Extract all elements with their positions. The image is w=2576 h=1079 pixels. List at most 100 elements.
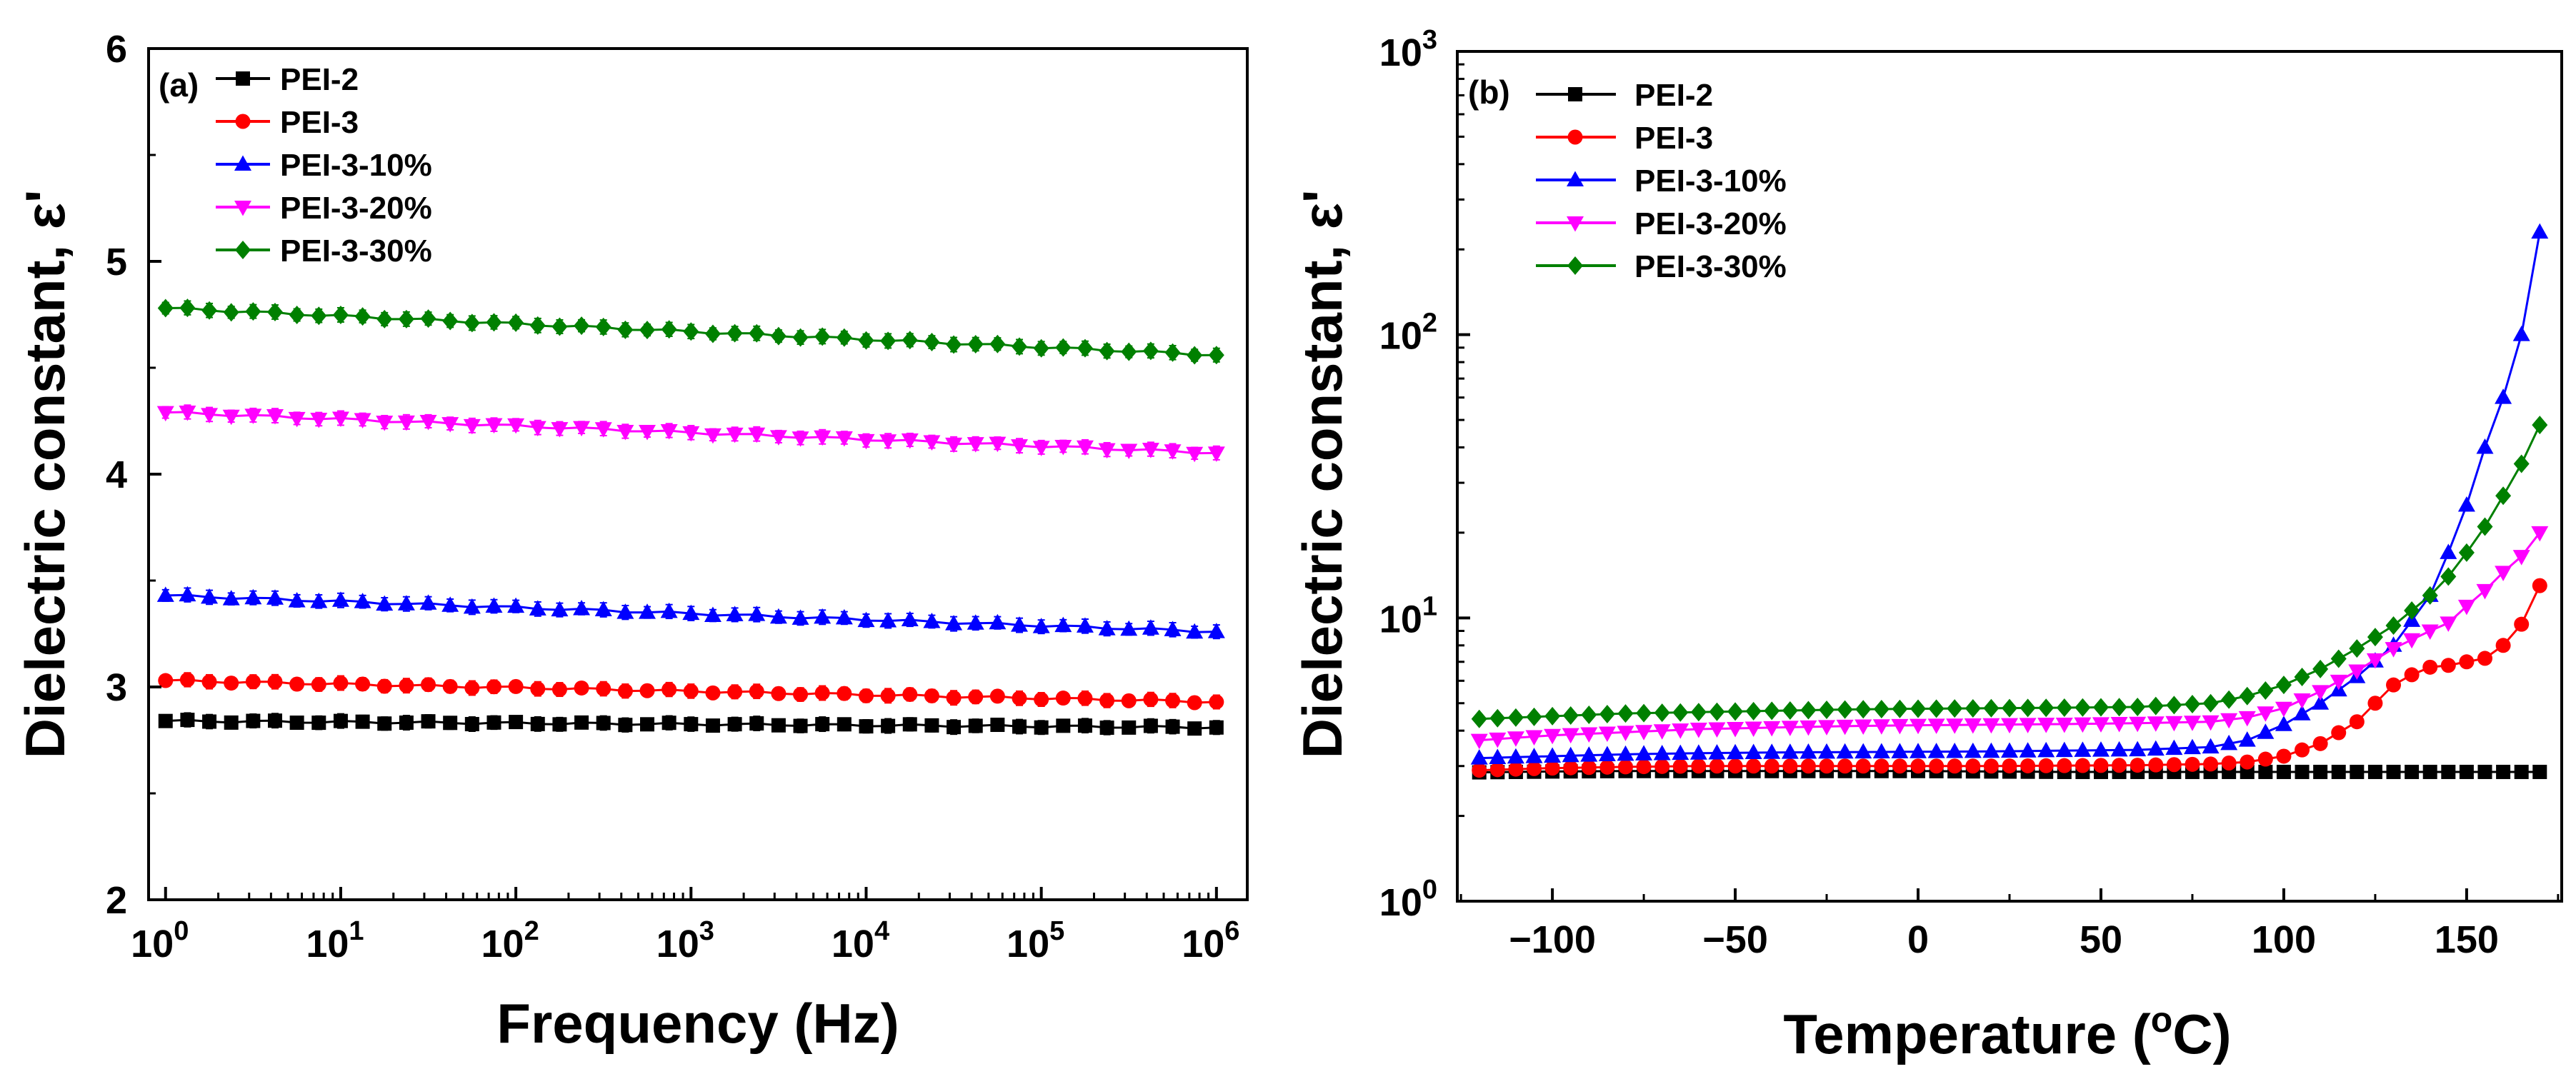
y-axis-label-a: Dielectric constant, ε' [14, 190, 76, 759]
data-point [222, 409, 240, 426]
data-point [1891, 718, 1909, 735]
data-point [223, 303, 239, 322]
data-point [529, 316, 546, 335]
x-tick-label-a: 101 [306, 916, 364, 965]
legend-marker [1567, 171, 1584, 186]
data-point [2019, 718, 2037, 733]
data-point [2367, 764, 2382, 779]
data-point [2001, 718, 2018, 734]
data-point [947, 720, 962, 735]
data-point [1799, 743, 1817, 759]
legend-label: PEI-3-10% [280, 148, 432, 183]
y-tick-label-a: 5 [106, 241, 127, 283]
data-point [881, 718, 896, 733]
data-point [2202, 693, 2219, 713]
data-point [814, 608, 832, 624]
series-pei-3-10- [1470, 223, 2549, 765]
data-point [2330, 674, 2347, 691]
data-point [419, 414, 437, 431]
data-point [2495, 388, 2512, 404]
data-point [2129, 741, 2147, 757]
data-point [2458, 543, 2475, 562]
data-point [967, 614, 984, 630]
data-point [1909, 718, 1927, 735]
data-point [1187, 721, 1202, 736]
data-point [1636, 759, 1652, 775]
data-point [1672, 723, 1689, 739]
data-point [399, 715, 414, 730]
data-point [2496, 764, 2511, 779]
data-point [530, 716, 545, 731]
data-point [2110, 741, 2128, 757]
data-point [2532, 416, 2548, 435]
data-point [1764, 758, 1779, 774]
data-point [2184, 695, 2200, 714]
data-point [617, 320, 634, 339]
data-point [704, 324, 721, 343]
data-point [421, 714, 436, 729]
data-point [1836, 719, 1854, 736]
data-point [376, 309, 393, 328]
data-point [793, 718, 808, 733]
data-point [1635, 725, 1653, 741]
data-point [443, 716, 458, 731]
data-point [2312, 694, 2330, 710]
data-point [1077, 691, 1093, 706]
data-point [2457, 496, 2475, 512]
data-point [2093, 758, 2109, 773]
data-point [1819, 758, 1834, 774]
data-point [1781, 721, 1799, 736]
data-point [857, 433, 875, 450]
data-point [684, 717, 699, 732]
data-point [1927, 743, 1945, 758]
legend-marker [234, 155, 251, 171]
legend-label: PEI-3-30% [280, 234, 432, 269]
data-point [332, 305, 349, 324]
data-point [2130, 758, 2145, 773]
data-point [1209, 720, 1224, 735]
data-point [1818, 720, 1836, 736]
series-pei-3-20- [156, 404, 1225, 463]
data-point [2275, 676, 2292, 695]
data-point [1034, 691, 1049, 707]
data-point [507, 418, 525, 434]
data-point [2367, 628, 2383, 647]
data-point [1672, 744, 1689, 761]
y-axis-label-b: Dielectric constant, ε' [1291, 190, 1354, 759]
data-point [1032, 618, 1050, 633]
data-point [2075, 698, 2091, 717]
data-point [596, 681, 611, 697]
data-point [2148, 757, 2164, 773]
data-point [1489, 762, 1505, 778]
data-point [880, 688, 896, 703]
legend-label: PEI-3-20% [280, 191, 432, 226]
data-point [2294, 668, 2310, 687]
data-point [2275, 716, 2292, 731]
data-point [727, 684, 743, 700]
data-point [421, 677, 436, 693]
data-point [2349, 639, 2365, 658]
data-point [1708, 722, 1726, 738]
data-point [1782, 758, 1798, 774]
y-tick-label-b: 101 [1379, 591, 1437, 641]
data-point [2386, 677, 2402, 693]
data-point [2221, 755, 2237, 771]
data-point [968, 689, 984, 705]
data-point [2165, 716, 2183, 732]
data-point [1689, 744, 1707, 760]
data-point [552, 717, 567, 732]
data-point [1599, 759, 1615, 775]
data-point [2421, 624, 2439, 640]
data-point [551, 317, 568, 336]
series-pei-2 [158, 712, 1224, 736]
data-point [880, 331, 897, 351]
data-point [1076, 440, 1094, 456]
data-point [1525, 730, 1543, 746]
data-point [289, 716, 304, 731]
data-point [616, 603, 634, 619]
data-point [397, 415, 415, 431]
data-point [1636, 703, 1652, 723]
data-point [333, 675, 349, 691]
data-point [1653, 745, 1671, 761]
data-point [1012, 719, 1027, 734]
